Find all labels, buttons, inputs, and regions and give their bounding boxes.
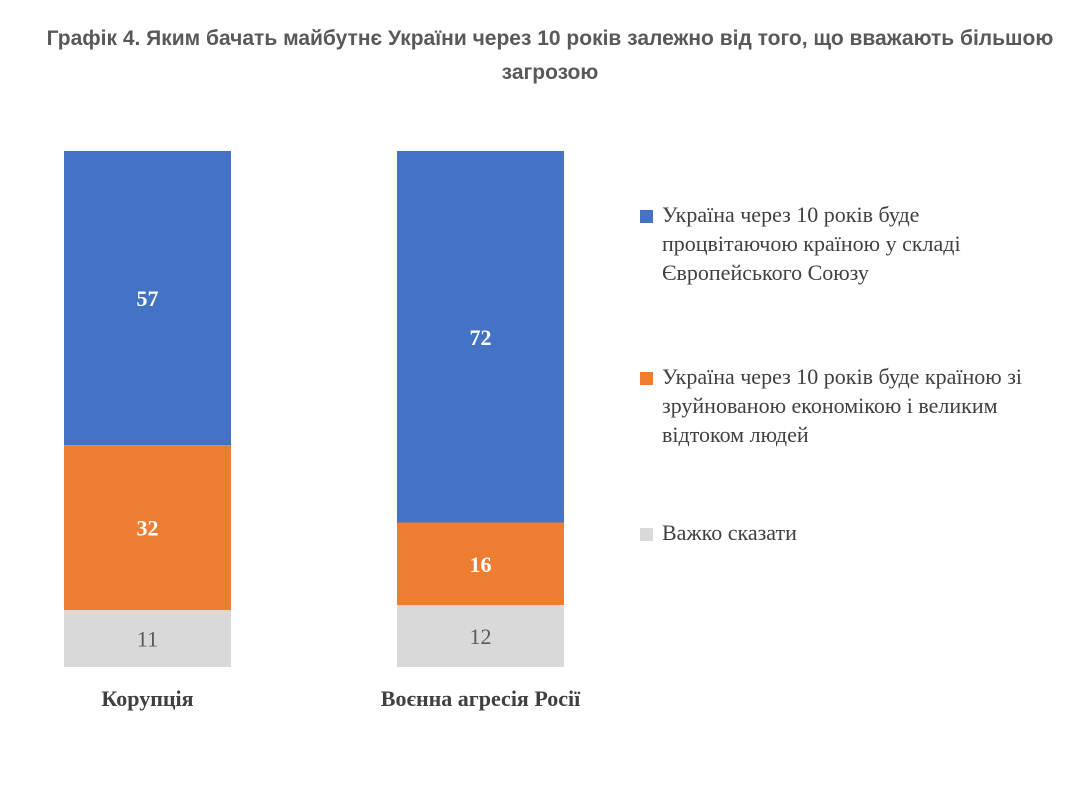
data-label-1-1: 57 <box>137 286 159 311</box>
legend-label-3: Важко сказати <box>662 520 797 545</box>
bar-segment-1-1 <box>64 151 231 446</box>
chart-title: Графік 4. Яким бачать майбутнє України ч… <box>46 27 1054 84</box>
legend-swatch-2 <box>640 372 653 385</box>
legend-swatch-1 <box>640 210 653 223</box>
data-label-1-2: 32 <box>137 516 159 541</box>
data-label-2-1: 72 <box>470 325 492 350</box>
category-label-1: Корупція <box>101 686 193 711</box>
bar-segment-2-2 <box>397 522 564 606</box>
bar-segment-2-1 <box>397 151 564 523</box>
bar-segment-1-2 <box>64 445 231 611</box>
bar-segment-1-3 <box>64 610 231 667</box>
bar-segment-2-3 <box>397 605 564 667</box>
legend-label-1: Україна через 10 років буде процвітаючою… <box>662 202 961 285</box>
data-label-2-3: 12 <box>470 624 492 649</box>
legend-label-2: Україна через 10 років буде країною зі з… <box>662 364 1022 447</box>
data-label-2-2: 16 <box>470 552 492 577</box>
category-label-2: Воєнна агресія Росії <box>381 686 581 711</box>
data-label-1-3: 11 <box>137 627 158 652</box>
legend-swatch-3 <box>640 528 653 541</box>
